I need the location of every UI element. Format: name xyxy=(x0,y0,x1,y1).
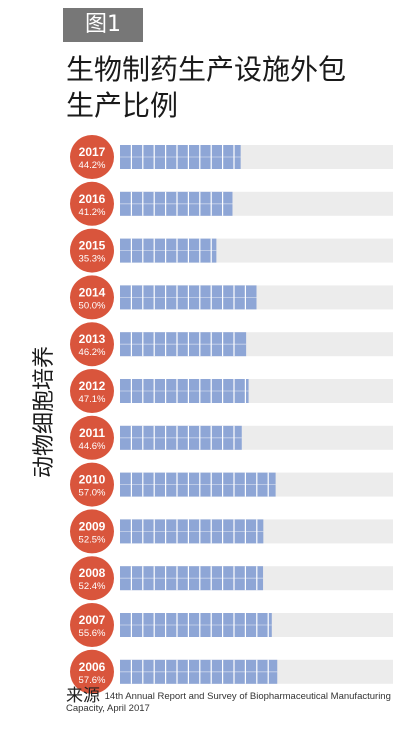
chart-title: 生物制药生产设施外包 生产比例 xyxy=(66,52,396,124)
year-circle xyxy=(70,415,114,460)
year-circle xyxy=(70,556,114,601)
year-circle xyxy=(70,135,114,179)
year-circle xyxy=(70,509,114,554)
value-label: 52.5% xyxy=(79,534,106,545)
value-label: 41.2% xyxy=(79,207,106,218)
chart-title-line-2: 生产比例 xyxy=(66,89,179,122)
year-label: 2007 xyxy=(79,613,106,627)
value-label: 55.6% xyxy=(79,628,106,639)
value-label: 44.2% xyxy=(79,160,106,171)
year-circle xyxy=(70,603,114,647)
source-text: 14th Annual Report and Survey of Biophar… xyxy=(66,691,391,714)
value-label: 57.0% xyxy=(79,488,106,499)
year-label: 2015 xyxy=(79,239,106,253)
source-label: 来源 xyxy=(66,686,100,706)
year-circle xyxy=(70,275,114,320)
year-label: 2012 xyxy=(79,379,106,393)
year-circle xyxy=(70,228,114,273)
year-label: 2016 xyxy=(79,192,106,206)
year-label: 2017 xyxy=(79,145,106,159)
value-label: 35.3% xyxy=(79,254,106,265)
value-label: 52.4% xyxy=(79,581,106,592)
chart-title-line-1: 生物制药生产设施外包 xyxy=(66,53,347,86)
year-label: 2011 xyxy=(79,426,105,440)
source-note: 来源 14th Annual Report and Survey of Biop… xyxy=(66,688,396,715)
year-label: 2013 xyxy=(79,332,106,346)
value-label: 46.2% xyxy=(79,347,106,358)
year-label: 2006 xyxy=(79,660,106,674)
year-circle xyxy=(70,649,114,694)
year-circle xyxy=(70,369,114,413)
year-circle xyxy=(70,462,114,507)
year-label: 2010 xyxy=(79,473,106,487)
year-label: 2009 xyxy=(79,519,106,533)
year-label: 2008 xyxy=(79,566,106,580)
value-label: 57.6% xyxy=(79,675,106,686)
value-label: 47.1% xyxy=(79,394,106,405)
value-label: 44.6% xyxy=(79,441,106,452)
figure-label-badge: 图1 xyxy=(63,8,143,42)
year-circle xyxy=(70,322,114,367)
year-circle xyxy=(70,181,114,226)
value-label: 50.0% xyxy=(79,300,106,311)
year-label: 2014 xyxy=(79,285,106,299)
